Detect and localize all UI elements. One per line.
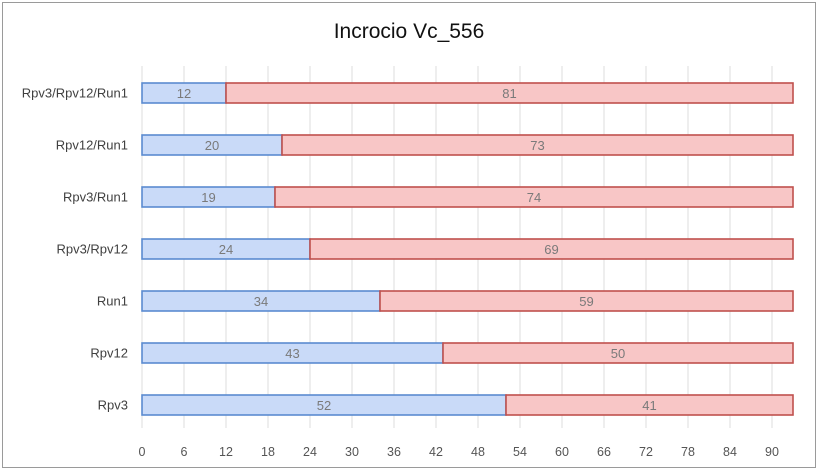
data-label: 41 — [642, 398, 656, 413]
x-tick-label: 72 — [639, 445, 653, 459]
x-tick-label: 18 — [261, 445, 275, 459]
x-tick-label: 36 — [387, 445, 401, 459]
data-label: 20 — [205, 138, 219, 153]
data-label: 43 — [285, 346, 299, 361]
data-label: 74 — [527, 190, 541, 205]
data-label: 73 — [530, 138, 544, 153]
data-label: 34 — [254, 294, 268, 309]
x-tick-label: 24 — [303, 445, 317, 459]
chart-title: Incrocio Vc_556 — [334, 20, 485, 43]
data-label: 12 — [177, 86, 191, 101]
data-label: 19 — [201, 190, 215, 205]
data-label: 50 — [611, 346, 625, 361]
data-label: 81 — [502, 86, 516, 101]
bar-segment — [274, 186, 794, 208]
category-labels: Rpv3/Rpv12/Run1 Rpv12/Run1 Rpv3/Run1 Rpv3/R… — [22, 86, 128, 413]
category-label: Rpv3/Rpv12/Run1 — [22, 86, 128, 101]
data-label: 52 — [317, 398, 331, 413]
x-tick-label: 30 — [345, 445, 359, 459]
x-tick-label: 66 — [597, 445, 611, 459]
x-axis-ticks: 0 6 12 18 24 30 36 42 48 54 60 66 72 78 84 90 — [139, 445, 779, 459]
x-tick-label: 48 — [471, 445, 485, 459]
x-tick-label: 78 — [681, 445, 695, 459]
bar-segment — [505, 394, 794, 416]
x-tick-label: 54 — [513, 445, 527, 459]
x-tick-label: 60 — [555, 445, 569, 459]
category-label: Rpv12/Run1 — [56, 138, 128, 153]
x-tick-label: 0 — [139, 445, 146, 459]
bar-segment — [309, 238, 794, 260]
category-label: Rpv3 — [98, 398, 128, 413]
bars: 12 81 20 73 19 74 24 69 34 59 43 50 52 41 — [141, 82, 794, 416]
category-label: Rpv3/Rpv12 — [56, 242, 128, 257]
bar-segment — [281, 134, 794, 156]
data-label: 69 — [544, 242, 558, 257]
x-tick-label: 6 — [181, 445, 188, 459]
bar-segment — [225, 82, 794, 104]
bar-segment — [379, 290, 794, 312]
category-label: Run1 — [97, 294, 128, 309]
x-tick-label: 12 — [219, 445, 233, 459]
x-tick-label: 42 — [429, 445, 443, 459]
x-tick-label: 84 — [723, 445, 737, 459]
x-tick-label: 90 — [765, 445, 779, 459]
data-label: 24 — [219, 242, 233, 257]
data-label: 59 — [579, 294, 593, 309]
bar-segment — [442, 342, 794, 364]
category-label: Rpv12 — [90, 346, 128, 361]
category-label: Rpv3/Run1 — [63, 190, 128, 205]
